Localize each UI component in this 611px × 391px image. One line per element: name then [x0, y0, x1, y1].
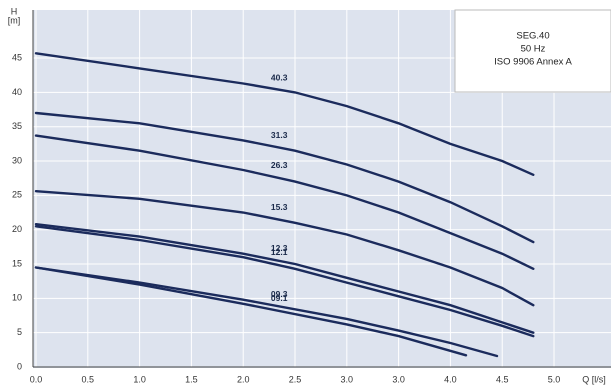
- legend-box: [454, 9, 611, 93]
- y-tick-label: 15: [12, 258, 22, 268]
- y-tick-label: 40: [12, 87, 22, 97]
- x-tick-label: 5.0: [548, 374, 561, 384]
- y-tick-label: 0: [17, 361, 22, 371]
- y-axis-label: H: [11, 6, 18, 16]
- y-axis-label: [m]: [8, 15, 21, 25]
- curve-label: 12.3: [271, 243, 288, 253]
- annotation: ISO 9906 Annex A: [494, 57, 572, 68]
- curve: [34, 225, 535, 338]
- curve-label: 15.3: [271, 202, 288, 212]
- curve-label: 26.3: [271, 160, 288, 170]
- y-tick-label: 45: [12, 52, 22, 62]
- annotation: 50 Hz: [521, 44, 546, 55]
- x-tick-label: 2.0: [237, 374, 250, 384]
- curve-label: 09.3: [271, 289, 288, 299]
- curve: [34, 266, 468, 357]
- y-tick-label: 35: [12, 121, 22, 131]
- x-tick-label: 3.0: [341, 374, 354, 384]
- curve-label: 09.1: [271, 293, 288, 303]
- y-tick-label: 10: [12, 293, 22, 303]
- y-tick-label: 20: [12, 224, 22, 234]
- x-tick-label: 1.0: [133, 374, 146, 384]
- y-tick-label: 30: [12, 155, 22, 165]
- curve: [34, 190, 535, 307]
- annotation: SEG.40: [516, 31, 549, 42]
- x-tick-label: 3.0: [392, 374, 405, 384]
- x-tick-label: 0.0: [30, 374, 43, 384]
- x-tick-label: 4.0: [444, 374, 457, 384]
- x-tick-label: 0.5: [82, 374, 95, 384]
- x-tick-label: 1.5: [185, 374, 198, 384]
- y-tick-label: 5: [17, 327, 22, 337]
- curve-label: 31.3: [271, 130, 288, 140]
- curve: [34, 134, 535, 270]
- curve-label: 40.3: [271, 72, 288, 82]
- marks: [34, 52, 535, 358]
- curve: [34, 52, 535, 176]
- x-axis-label: Q [l/s]: [582, 374, 606, 384]
- x-tick-label: 4.5: [496, 374, 509, 384]
- curve: [34, 223, 535, 334]
- curve: [34, 266, 499, 358]
- curve: [34, 111, 535, 244]
- grid: [32, 10, 611, 368]
- x-tick-label: 2.5: [289, 374, 302, 384]
- curve-label: 12.1: [271, 247, 288, 257]
- y-tick-label: 25: [12, 190, 22, 200]
